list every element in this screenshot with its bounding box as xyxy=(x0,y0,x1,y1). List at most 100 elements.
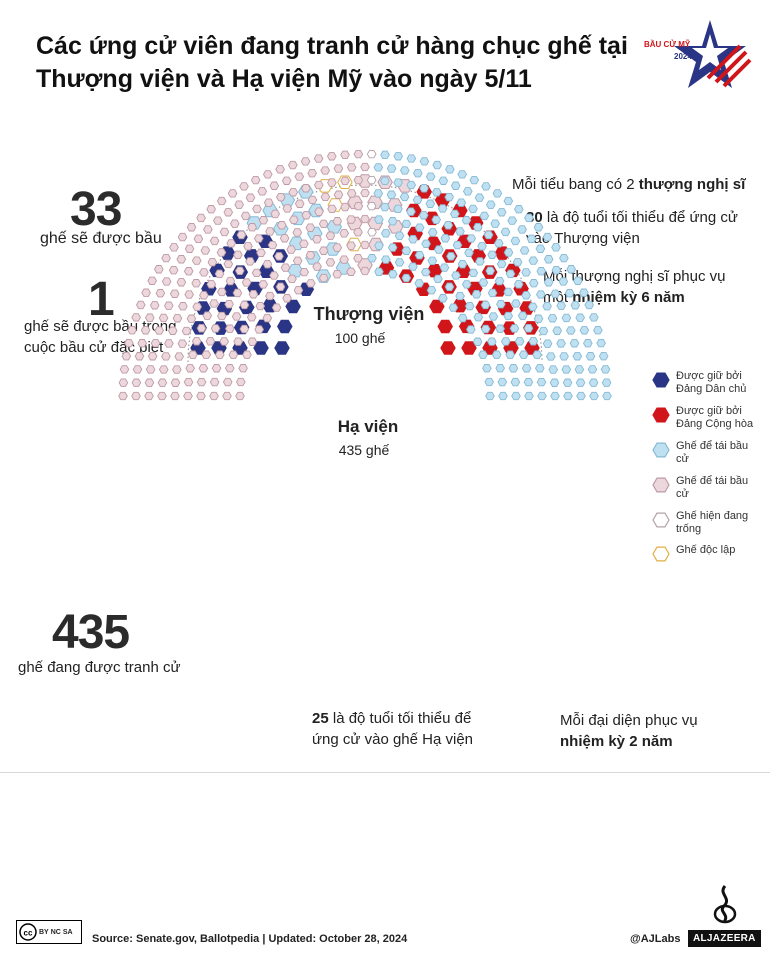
house-seat-dem_up xyxy=(561,365,572,374)
house-seat-rep_up xyxy=(229,219,240,228)
senate-fact-senators: Mỗi tiểu bang có 2 thượng nghị sĩ xyxy=(512,176,746,193)
house-seat-rep_up xyxy=(144,378,155,387)
house-seat-dem_up xyxy=(559,253,569,263)
house-seat-dem_up xyxy=(579,288,589,297)
house-seat-dem_up xyxy=(465,325,476,334)
house-seat-dem_up xyxy=(587,365,598,374)
house-seat-dem_up xyxy=(562,378,573,387)
house-seat-rep_up xyxy=(132,365,143,374)
house-seat-dem_up xyxy=(446,252,456,261)
legend-item-independent: Ghế độc lập xyxy=(652,544,762,563)
house-seat-dem_up xyxy=(496,299,506,309)
house-seat-rep_up xyxy=(325,258,336,267)
house-seat-dem_up xyxy=(548,365,559,374)
cc-license-badge: cc BY NC SA xyxy=(16,920,82,944)
footer-divider xyxy=(0,772,770,773)
house-seat-rep_up xyxy=(183,267,194,276)
house-seat-rep_up xyxy=(199,291,209,300)
senate-fact-term: Mỗi thượng nghị sĩ phục vụ một nhiệm kỳ … xyxy=(543,268,726,306)
house-seat-dem_up xyxy=(528,279,539,288)
senate-outline xyxy=(187,184,543,363)
house-seat-rep_up xyxy=(325,231,336,240)
house-seat-rep_up xyxy=(288,188,299,197)
house-seat-rep_up xyxy=(141,288,151,297)
house-seat-rep_up xyxy=(292,256,303,266)
house-seat-dem_up xyxy=(386,164,397,173)
house-seat-dem_up xyxy=(481,182,491,191)
house-fact-term: Mỗi đại diện phục vụ nhiệm kỳ 2 năm xyxy=(560,712,698,750)
house-seat-dem_up xyxy=(588,378,599,387)
house-seat-rep_up xyxy=(254,325,265,334)
house-seat-rep_up xyxy=(313,180,324,190)
house-seat-rep_up xyxy=(318,219,329,229)
house-seat-dem_up xyxy=(528,337,539,346)
senate-seat-rep_held xyxy=(437,319,453,334)
house-seat-dem_up xyxy=(394,258,405,267)
legend-label-independent: Ghế độc lập xyxy=(676,544,736,556)
house-seat-rep_up xyxy=(163,301,174,310)
house-seat-rep_up xyxy=(247,223,258,232)
house-seat-dem_up xyxy=(533,223,544,232)
senate-title: Thượng viện xyxy=(314,304,425,324)
house-seat-rep_up xyxy=(196,377,207,387)
house-seat-dem_up xyxy=(406,180,417,190)
house-seat-rep_up xyxy=(183,377,194,387)
house-seat-rep_up xyxy=(161,253,171,263)
house-seat-rep_up xyxy=(346,215,356,224)
house-seat-rep_up xyxy=(226,239,237,248)
legend-item-dem_up: Ghế để tái bầu cử xyxy=(652,440,762,466)
house-seat-rep_up xyxy=(346,267,356,276)
house-seat-dem_up xyxy=(433,245,444,254)
house-seat-rep_up xyxy=(318,273,329,283)
legend-item-rep_held: Được giữ bởi Đảng Cộng hòa xyxy=(652,405,762,431)
house-seat-rep_up xyxy=(257,187,268,196)
house-seat-dem_up xyxy=(510,236,521,246)
house-seat-dem_up xyxy=(511,299,521,308)
house-seat-dem_up xyxy=(431,188,442,197)
house-seat-rep_up xyxy=(269,181,280,190)
house-seat-dem_up xyxy=(497,377,508,387)
legend-swatch-vacant xyxy=(652,512,670,528)
house-seat-dem_up xyxy=(374,241,384,250)
house-seat-rep_up xyxy=(223,259,234,269)
house-seat-dem_up xyxy=(512,257,523,267)
house-seat-rep_up xyxy=(346,163,357,172)
house-seat-rep_up xyxy=(186,314,197,323)
house-seat-dem_up xyxy=(386,190,397,199)
house-seat-dem_up xyxy=(517,225,527,234)
house-seat-dem_up xyxy=(505,350,516,359)
house-seat-dem_up xyxy=(387,217,398,226)
legend-swatch-independent xyxy=(652,546,670,562)
house-seat-rep_up xyxy=(157,391,167,401)
house-seat-rep_up xyxy=(150,339,161,348)
house-seat-rep_up xyxy=(225,276,236,286)
house-seat-dem_up xyxy=(440,234,451,243)
house-seat-rep_up xyxy=(333,190,344,199)
house-seat-rep_up xyxy=(224,324,235,333)
house-seat-dem_up xyxy=(535,244,546,253)
house-seat-dem_up xyxy=(550,289,561,298)
house-seat-rep_up xyxy=(227,189,238,198)
house-seat-dem_up xyxy=(549,378,560,387)
house-seat-rep_up xyxy=(233,337,244,346)
house-seat-dem_up xyxy=(457,170,468,179)
house-seat-dem_up xyxy=(418,211,429,220)
house-seat-dem_up xyxy=(569,339,580,348)
house-seat-rep_up xyxy=(262,313,273,323)
house-seat-dem_up xyxy=(477,242,487,251)
house-seat-dem_up xyxy=(537,391,547,401)
house-seat-rep_up xyxy=(353,227,363,237)
house-seat-rep_up xyxy=(223,208,234,217)
house-seat-rep_up xyxy=(149,301,160,310)
house-seat-rep_up xyxy=(158,313,169,323)
legend-swatch-dem_up xyxy=(652,442,670,458)
house-seat-dem_up xyxy=(545,352,556,361)
house-seat-rep_up xyxy=(305,223,316,232)
house-seat-rep_up xyxy=(147,352,158,361)
house-seat-rep_up xyxy=(263,198,274,207)
house-seat-rep_up xyxy=(353,149,364,159)
house-seat-dem_up xyxy=(559,352,569,361)
house-seat-rep_up xyxy=(177,232,188,242)
legend-item-rep_up: Ghế để tái bầu cử xyxy=(652,475,762,501)
house-seat-rep_up xyxy=(339,229,350,238)
